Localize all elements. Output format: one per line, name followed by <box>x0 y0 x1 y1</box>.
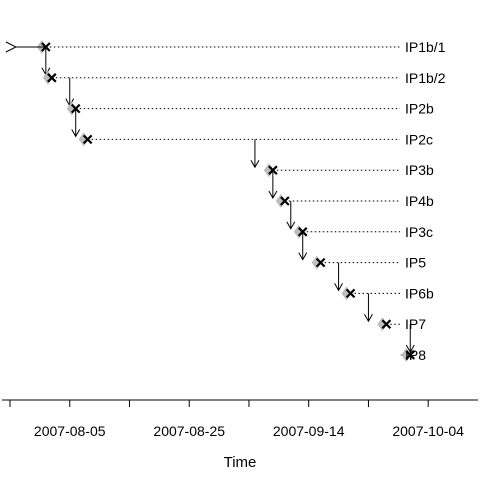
x-tick-label-2: 2007-09-14 <box>273 423 345 439</box>
row-diamond-10 <box>401 348 412 362</box>
row-arrow-7 <box>298 231 308 261</box>
row-arrow-3 <box>71 108 81 138</box>
row-diamond-6 <box>293 224 304 239</box>
row-marker-3 <box>82 134 93 145</box>
row-arrow-6-head <box>286 221 296 230</box>
row-diamond-9 <box>377 317 388 332</box>
row-arrow-10-head <box>405 344 415 354</box>
row-marker-8 <box>345 288 356 299</box>
row-arrow-2 <box>65 77 75 107</box>
row-marker-7-b <box>315 257 326 268</box>
row-arrow-5-head <box>268 190 278 200</box>
row-diamond-3 <box>78 132 89 147</box>
row-marker-3-b <box>82 134 93 145</box>
row-arrow-10 <box>405 324 415 354</box>
x-tick-label-3: 2007-10-04 <box>392 423 464 439</box>
row-diamond-5 <box>275 194 286 208</box>
row-marker-5 <box>280 196 290 206</box>
row-label-0: IP1b/1 <box>405 39 446 55</box>
row-marker-10-b <box>405 350 416 360</box>
row-arrow-4 <box>250 139 260 169</box>
row-arrow-5 <box>268 170 278 200</box>
timeline-rows: IP1b/1 IP1b/2 IP2b IP2c IP3b IP4b IP3c IP5 IP6b I… <box>5 39 446 363</box>
row-label-3: IP2c <box>405 131 433 147</box>
row-marker-1-b <box>47 73 57 83</box>
row-label-9: IP7 <box>405 316 426 332</box>
row-marker-5-b <box>280 196 290 206</box>
row-label-7: IP5 <box>405 255 426 271</box>
x-tick-label-1: 2007-08-25 <box>153 423 225 439</box>
row-diamond-1 <box>42 70 53 85</box>
row-arrow-3-head <box>71 129 81 138</box>
row-arrow-9 <box>364 293 373 323</box>
row-marker-8-b <box>345 288 356 299</box>
row-marker-7 <box>315 257 326 268</box>
row-label-8: IP6b <box>405 285 434 301</box>
start-marker <box>5 41 18 53</box>
row-diamond-7 <box>311 255 322 270</box>
row-diamond-2 <box>66 101 77 116</box>
x-axis: 2007-08-05 2007-08-25 2007-09-14 2007-10-04 <box>2 399 478 439</box>
row-label-1: IP1b/2 <box>405 70 446 86</box>
row-marker-10 <box>405 350 416 360</box>
row-arrow-7-head <box>298 252 308 261</box>
row-label-2: IP2b <box>405 101 434 117</box>
row-label-10: IP8 <box>405 347 426 363</box>
row-marker-1 <box>47 73 57 83</box>
row-label-4: IP3b <box>405 162 434 178</box>
row-label-5: IP4b <box>405 193 434 209</box>
x-tick-label-0: 2007-08-05 <box>34 423 106 439</box>
row-arrow-8 <box>334 262 344 292</box>
row-marker-9 <box>381 319 392 329</box>
row-diamond-4 <box>263 163 274 178</box>
row-arrow-6 <box>286 201 296 230</box>
row-marker-9-b <box>381 319 392 329</box>
row-arrow-8-head <box>334 283 344 292</box>
row-diamond-8 <box>341 286 352 301</box>
row-arrow-4-head <box>250 159 260 169</box>
row-label-6: IP3c <box>405 224 433 240</box>
row-arrow-9-head <box>364 313 373 323</box>
x-axis-title: Time <box>224 454 257 471</box>
